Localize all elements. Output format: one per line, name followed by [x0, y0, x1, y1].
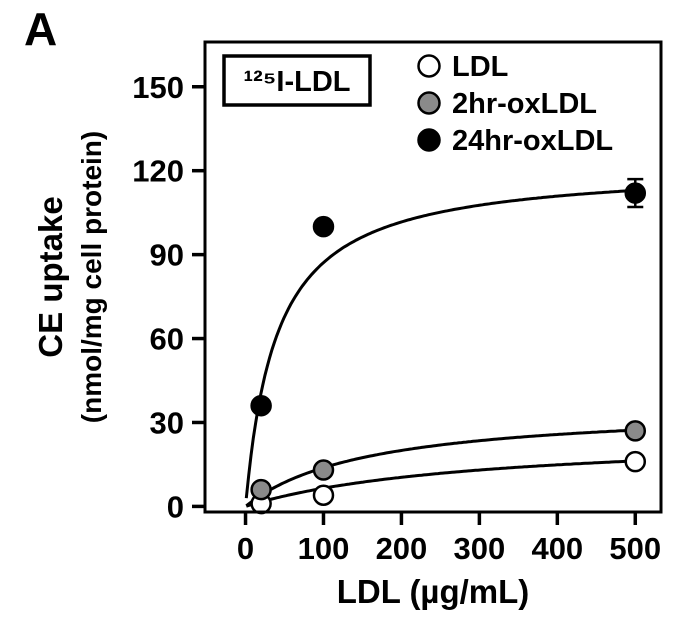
- y-tick-label: 150: [132, 70, 184, 105]
- data-point-24hr-oxldl: [624, 182, 647, 204]
- plot-border: [203, 40, 663, 514]
- y-tick-label: 60: [150, 322, 184, 357]
- legend-marker-2hr-oxldl: [417, 91, 441, 115]
- x-axis-label: LDL (µg/mL): [337, 573, 530, 610]
- y-tick-label: 120: [132, 154, 184, 189]
- y-tick-label: 90: [150, 238, 184, 273]
- fit-curve-ldl: [245, 459, 644, 508]
- panel-label: A: [24, 3, 58, 55]
- x-tick-label: 400: [531, 531, 583, 566]
- fit-curve-2hr-oxldl: [245, 428, 644, 507]
- data-point-2hr-oxldl: [312, 459, 335, 481]
- data-point-24hr-oxldl: [312, 215, 335, 238]
- legend-label-ldl: LDL: [452, 51, 508, 83]
- data-point-2hr-oxldl: [250, 478, 272, 501]
- y-tick-label: 0: [167, 489, 184, 524]
- x-tick-label: 500: [609, 531, 661, 566]
- x-tick-label: 0: [237, 531, 254, 566]
- x-tick-label: 300: [454, 531, 506, 566]
- data-point-ldl: [312, 484, 335, 506]
- legend-label-2hr-oxldl: 2hr-oxLDL: [452, 88, 597, 120]
- legend-label-24hr-oxldl: 24hr-oxLDL: [452, 125, 613, 157]
- y-tick-label: 30: [150, 405, 184, 440]
- legend-marker-24hr-oxldl: [417, 128, 441, 152]
- fit-curve-24hr-oxldl: [244, 188, 644, 499]
- legend-marker-ldl: [417, 54, 441, 78]
- annotation-label: ¹²⁵I-LDL: [243, 66, 350, 98]
- y-axis-label-line1: CE uptake: [32, 196, 69, 357]
- data-point-24hr-oxldl: [250, 394, 272, 417]
- annotation-box: [222, 54, 372, 107]
- chart-generated-layer: 0 100 200 300 400 500 0 30 60 90 120 150 LDL 2hr-oxLD…: [132, 51, 661, 566]
- x-tick-label: 100: [298, 531, 350, 566]
- data-point-2hr-oxldl: [624, 420, 647, 442]
- y-axis-label-line2: (nmol/mg cell protein): [76, 131, 107, 423]
- data-point-ldl: [624, 450, 647, 473]
- x-tick-label: 200: [376, 531, 428, 566]
